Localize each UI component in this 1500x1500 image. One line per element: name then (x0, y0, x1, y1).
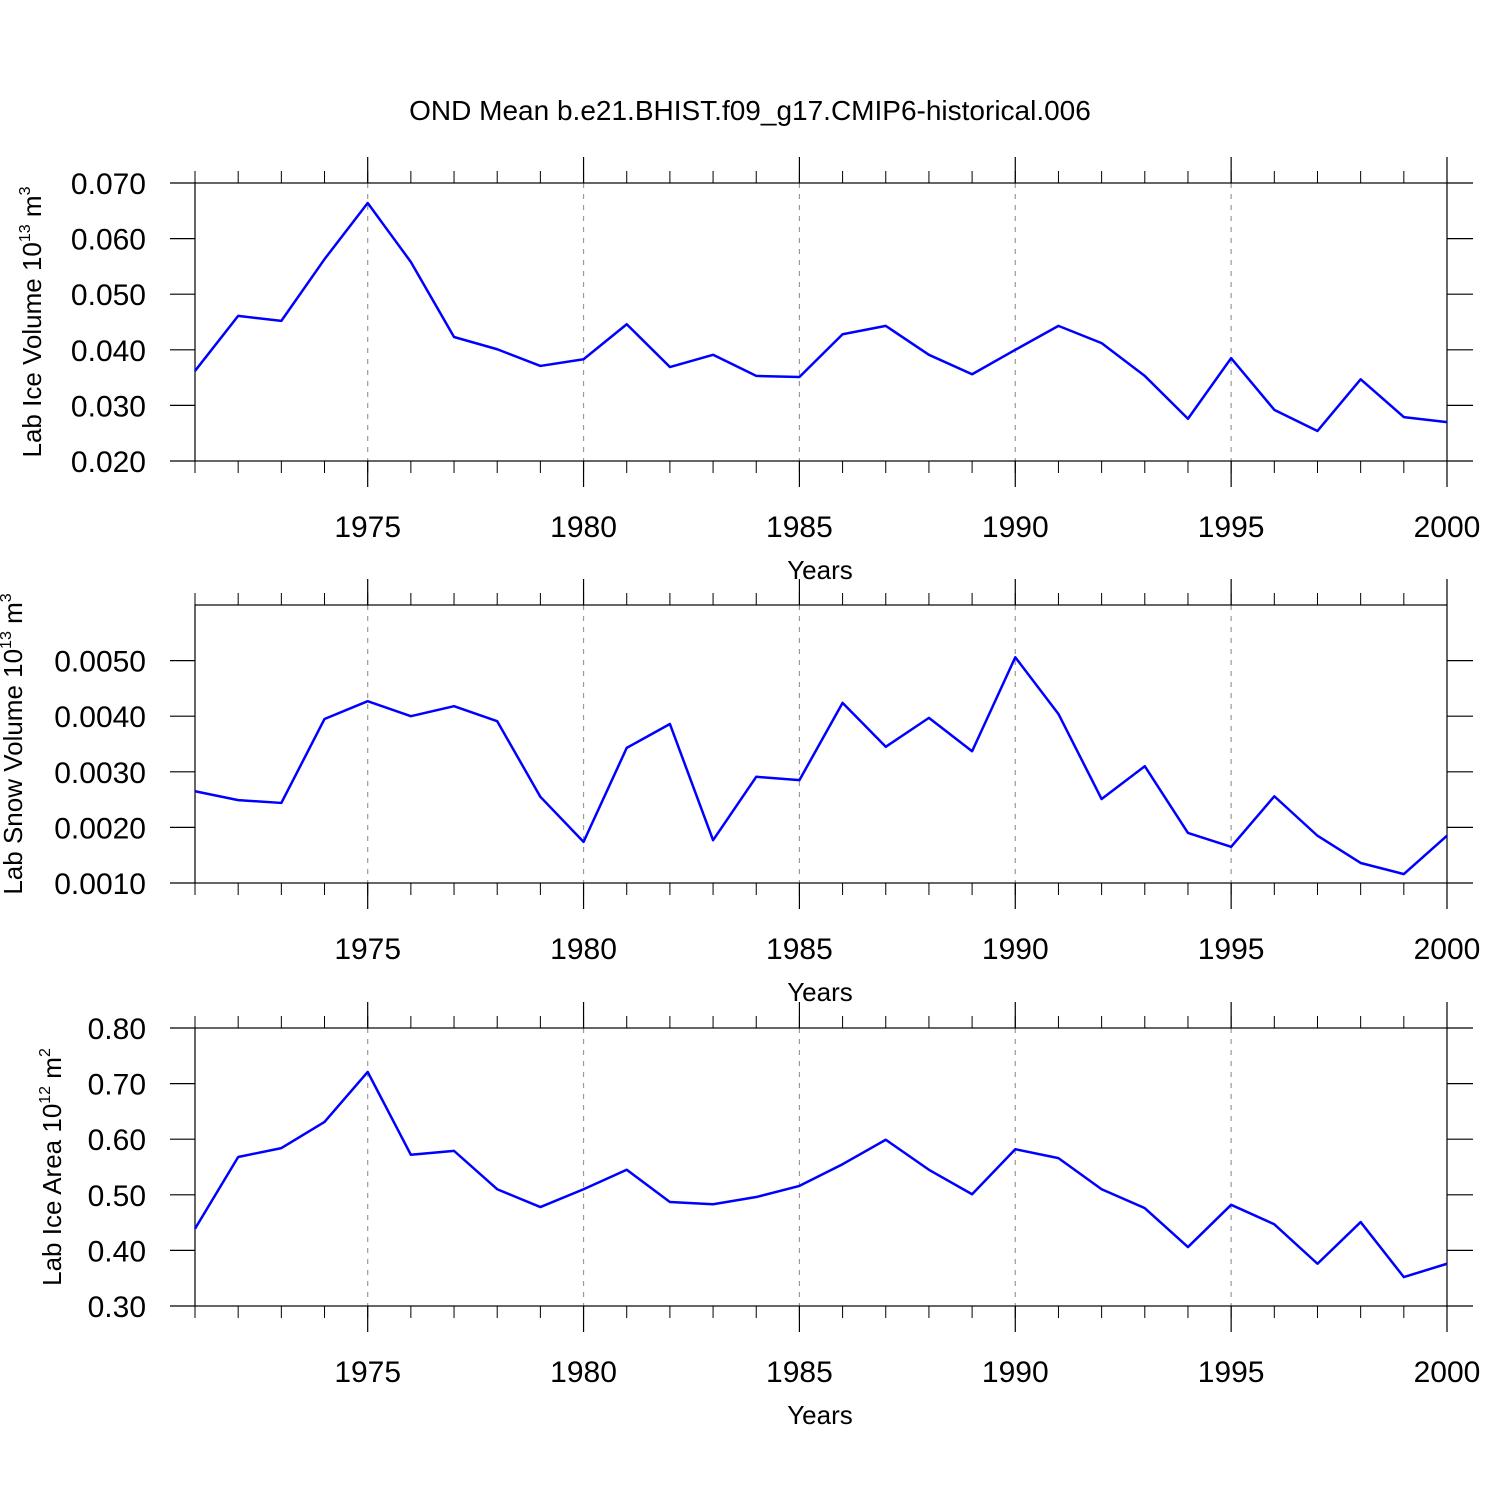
x-tick-label: 1975 (334, 933, 401, 966)
x-tick-label: 1995 (1198, 933, 1265, 966)
x-tick-label: 1980 (550, 933, 617, 966)
x-tick-label: 1980 (550, 1356, 617, 1389)
y-tick-label: 0.0020 (54, 812, 146, 845)
x-tick-label: 2000 (1414, 1356, 1481, 1389)
y-axis-label: Lab Ice Area 1012 m2 (37, 1048, 67, 1286)
plot-frame (194, 182, 1448, 462)
data-line (194, 656, 1448, 876)
x-axis-label: Years (787, 555, 853, 585)
x-tick-label: 1985 (766, 511, 833, 544)
plot-frame (194, 1027, 1448, 1307)
plot-frame (194, 604, 1448, 884)
y-label-text: m (0, 602, 28, 631)
data-line (194, 201, 1448, 433)
y-tick-label: 0.60 (88, 1124, 146, 1157)
y-tick-label: 0.30 (88, 1291, 146, 1324)
y-label-superscript: 13 (17, 224, 34, 242)
y-label-text: Lab Ice Volume 10 (17, 242, 47, 457)
y-tick-label: 0.050 (71, 279, 146, 312)
y-axis-label: Lab Ice Volume 1013 m3 (17, 186, 47, 457)
y-label-text: m (37, 1057, 67, 1086)
y-label-text: Lab Ice Area 10 (37, 1104, 67, 1286)
x-tick-label: 1990 (982, 933, 1049, 966)
y-label-text: Lab Snow Volume 10 (0, 649, 28, 895)
y-tick-label: 0.0050 (54, 646, 146, 679)
data-line (193, 1070, 1448, 1279)
y-tick-label: 0.060 (71, 224, 146, 257)
y-tick-label: 0.0040 (54, 701, 146, 734)
y-tick-label: 0.70 (88, 1069, 146, 1102)
x-tick-label: 1995 (1198, 1356, 1265, 1389)
y-label-superscript: 13 (0, 631, 15, 649)
x-axis-label: Years (787, 977, 853, 1007)
x-tick-label: 1985 (766, 1356, 833, 1389)
x-tick-label: 1990 (982, 511, 1049, 544)
x-tick-label: 1985 (766, 933, 833, 966)
x-tick-label: 2000 (1414, 933, 1481, 966)
y-tick-label: 0.0010 (54, 868, 146, 901)
x-tick-label: 1995 (1198, 511, 1265, 544)
x-tick-label: 1990 (982, 1356, 1049, 1389)
y-label-text: m (17, 195, 47, 224)
y-label-superscript: 12 (37, 1086, 54, 1104)
y-tick-label: 0.40 (88, 1235, 146, 1268)
y-tick-label: 0.020 (71, 446, 146, 479)
x-tick-label: 1975 (334, 511, 401, 544)
y-label-superscript: 3 (17, 186, 34, 195)
x-axis-label: Years (787, 1400, 853, 1430)
y-tick-label: 0.80 (88, 1013, 146, 1046)
chart-title: OND Mean b.e21.BHIST.f09_g17.CMIP6-histo… (409, 95, 1091, 126)
y-tick-label: 0.0030 (54, 757, 146, 790)
y-tick-label: 0.030 (71, 390, 146, 423)
x-tick-label: 1975 (334, 1356, 401, 1389)
y-label-superscript: 3 (0, 593, 15, 602)
y-tick-label: 0.070 (71, 168, 146, 201)
y-tick-label: 0.50 (88, 1180, 146, 1213)
y-label-superscript: 2 (37, 1048, 54, 1057)
x-tick-label: 1980 (550, 511, 617, 544)
y-axis-label: Lab Snow Volume 1013 m3 (0, 593, 28, 894)
x-tick-label: 2000 (1414, 511, 1481, 544)
y-tick-label: 0.040 (71, 335, 146, 368)
